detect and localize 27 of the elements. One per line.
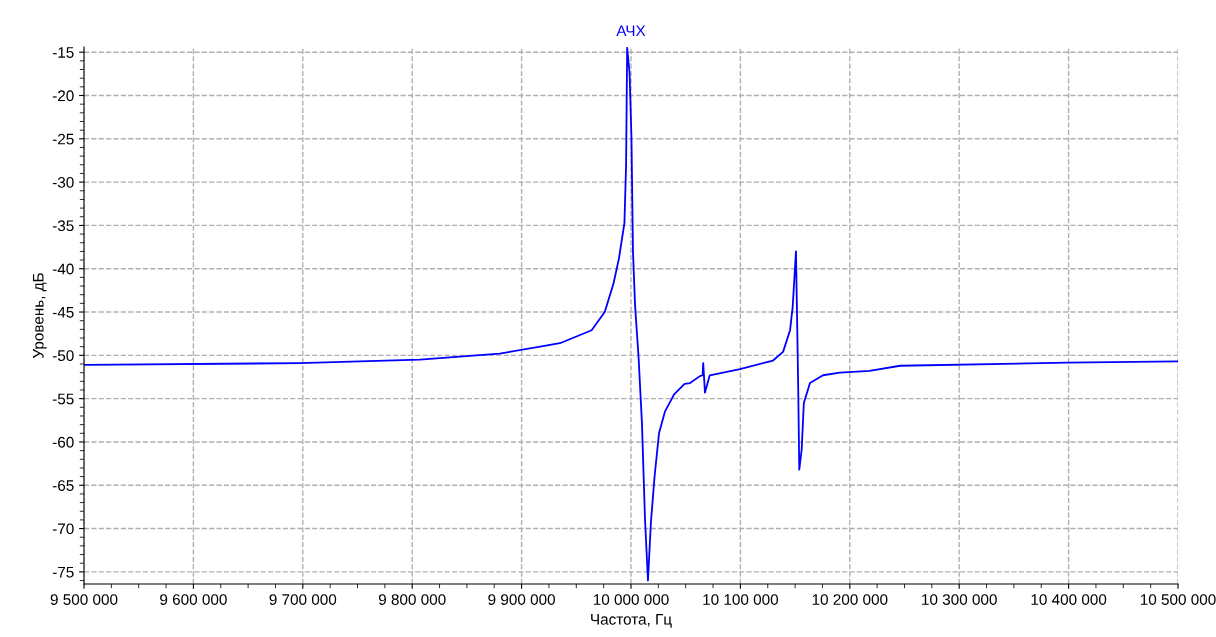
- y-tick-label: -75: [52, 566, 74, 578]
- x-tick-label: 10 300 000: [922, 594, 997, 605]
- x-tick-label: 10 200 000: [812, 594, 888, 605]
- y-tick-label: -70: [52, 523, 74, 535]
- y-tick-label: -45: [52, 307, 74, 318]
- x-axis-title: Частота, Гц: [591, 614, 672, 628]
- x-tick-label: 9 800 000: [378, 594, 446, 605]
- x-tick-label: 10 400 000: [1031, 594, 1107, 605]
- y-tick-label: -20: [52, 90, 74, 102]
- x-tick-label: 10 100 000: [703, 594, 779, 605]
- y-tick-label: -65: [52, 480, 74, 491]
- x-tick-label: 10 000 000: [593, 594, 669, 605]
- y-tick-label: -25: [52, 133, 74, 145]
- y-tick-label: -40: [52, 263, 74, 275]
- y-tick-label: -35: [52, 220, 74, 232]
- y-tick-label: -30: [52, 176, 74, 188]
- y-tick-label: -15: [52, 47, 74, 58]
- x-tick-label: 9 700 000: [269, 594, 337, 605]
- x-tick-label: 9 900 000: [488, 594, 555, 605]
- y-tick-label: -50: [52, 350, 74, 362]
- chart-title: АЧХ: [616, 25, 646, 36]
- x-tick-label: 9 600 000: [160, 594, 227, 605]
- x-tick-label: 9 500 000: [50, 594, 118, 605]
- x-tick-label: 10 500 000: [1140, 594, 1216, 605]
- y-axis-title: Уровень, дБ: [32, 273, 47, 359]
- y-tick-label: -60: [52, 436, 74, 448]
- y-tick-label: -55: [52, 393, 74, 405]
